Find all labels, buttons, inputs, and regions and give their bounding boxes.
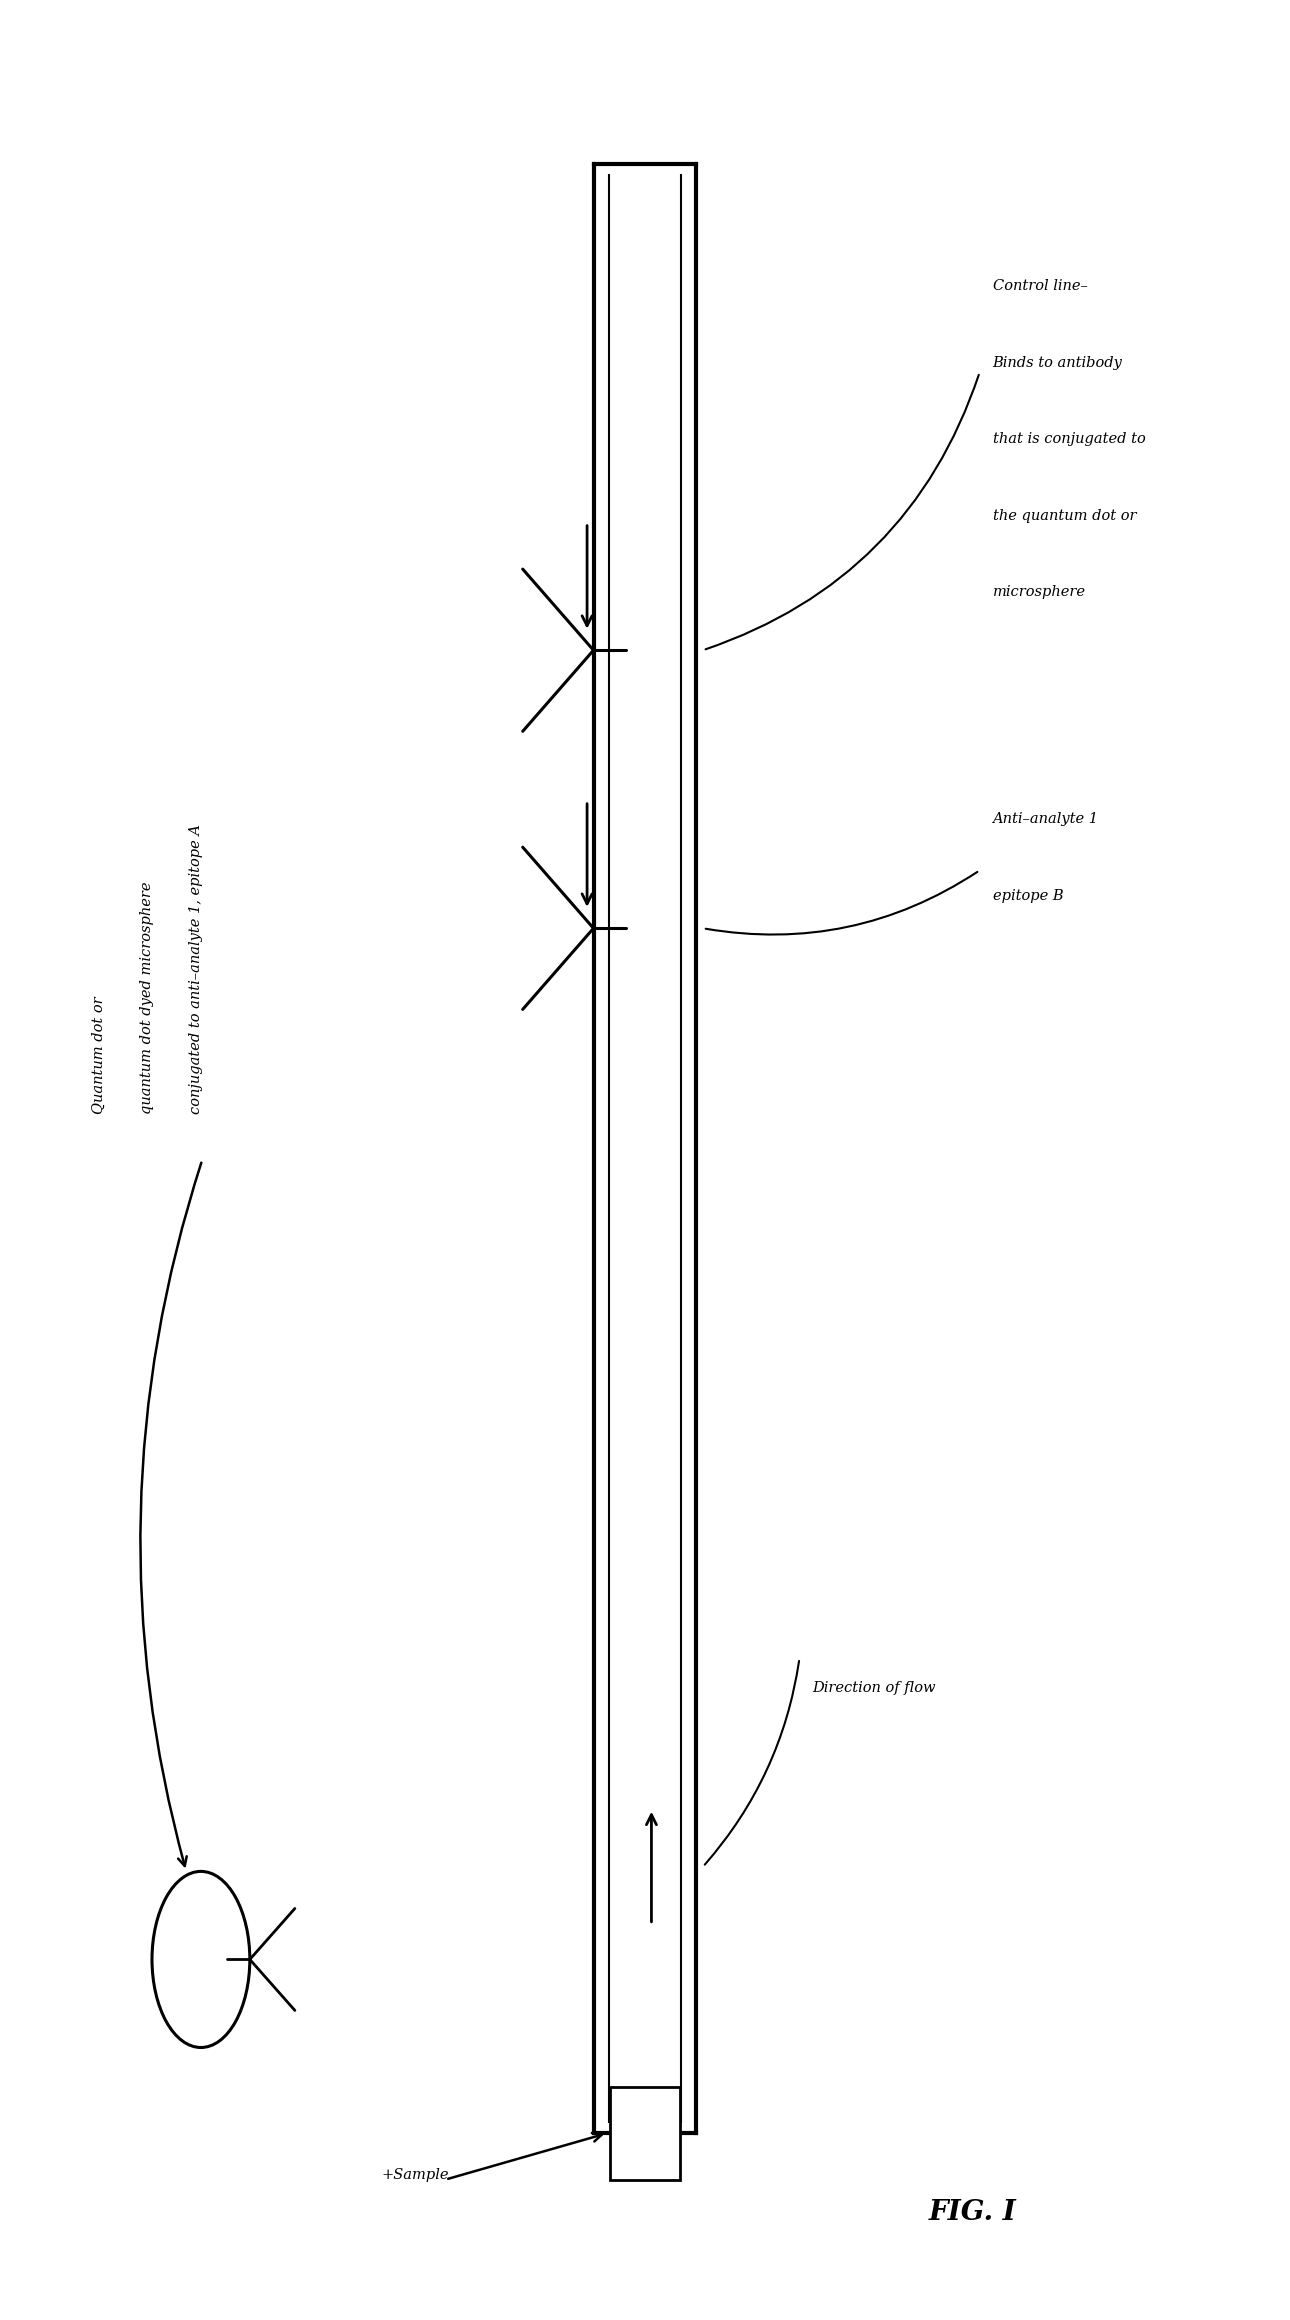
Text: quantum dot dyed microsphere: quantum dot dyed microsphere [141, 882, 155, 1114]
Text: FIG. I: FIG. I [929, 2199, 1017, 2225]
Text: Control line–: Control line– [992, 278, 1087, 292]
Text: that is conjugated to: that is conjugated to [992, 432, 1146, 445]
Text: Anti–analyte 1: Anti–analyte 1 [992, 812, 1099, 826]
Bar [610, 2088, 680, 2178]
Text: Direction of flow: Direction of flow [813, 1682, 935, 1696]
Text: +Sample: +Sample [381, 2167, 449, 2183]
Text: microsphere: microsphere [992, 585, 1086, 599]
Text: Binds to antibody: Binds to antibody [992, 355, 1122, 369]
Text: conjugated to anti–analyte 1, epitope A: conjugated to anti–analyte 1, epitope A [190, 824, 204, 1114]
Text: Quantum dot or: Quantum dot or [92, 995, 106, 1114]
Text: the quantum dot or: the quantum dot or [992, 508, 1136, 522]
Text: epitope B: epitope B [992, 889, 1063, 902]
